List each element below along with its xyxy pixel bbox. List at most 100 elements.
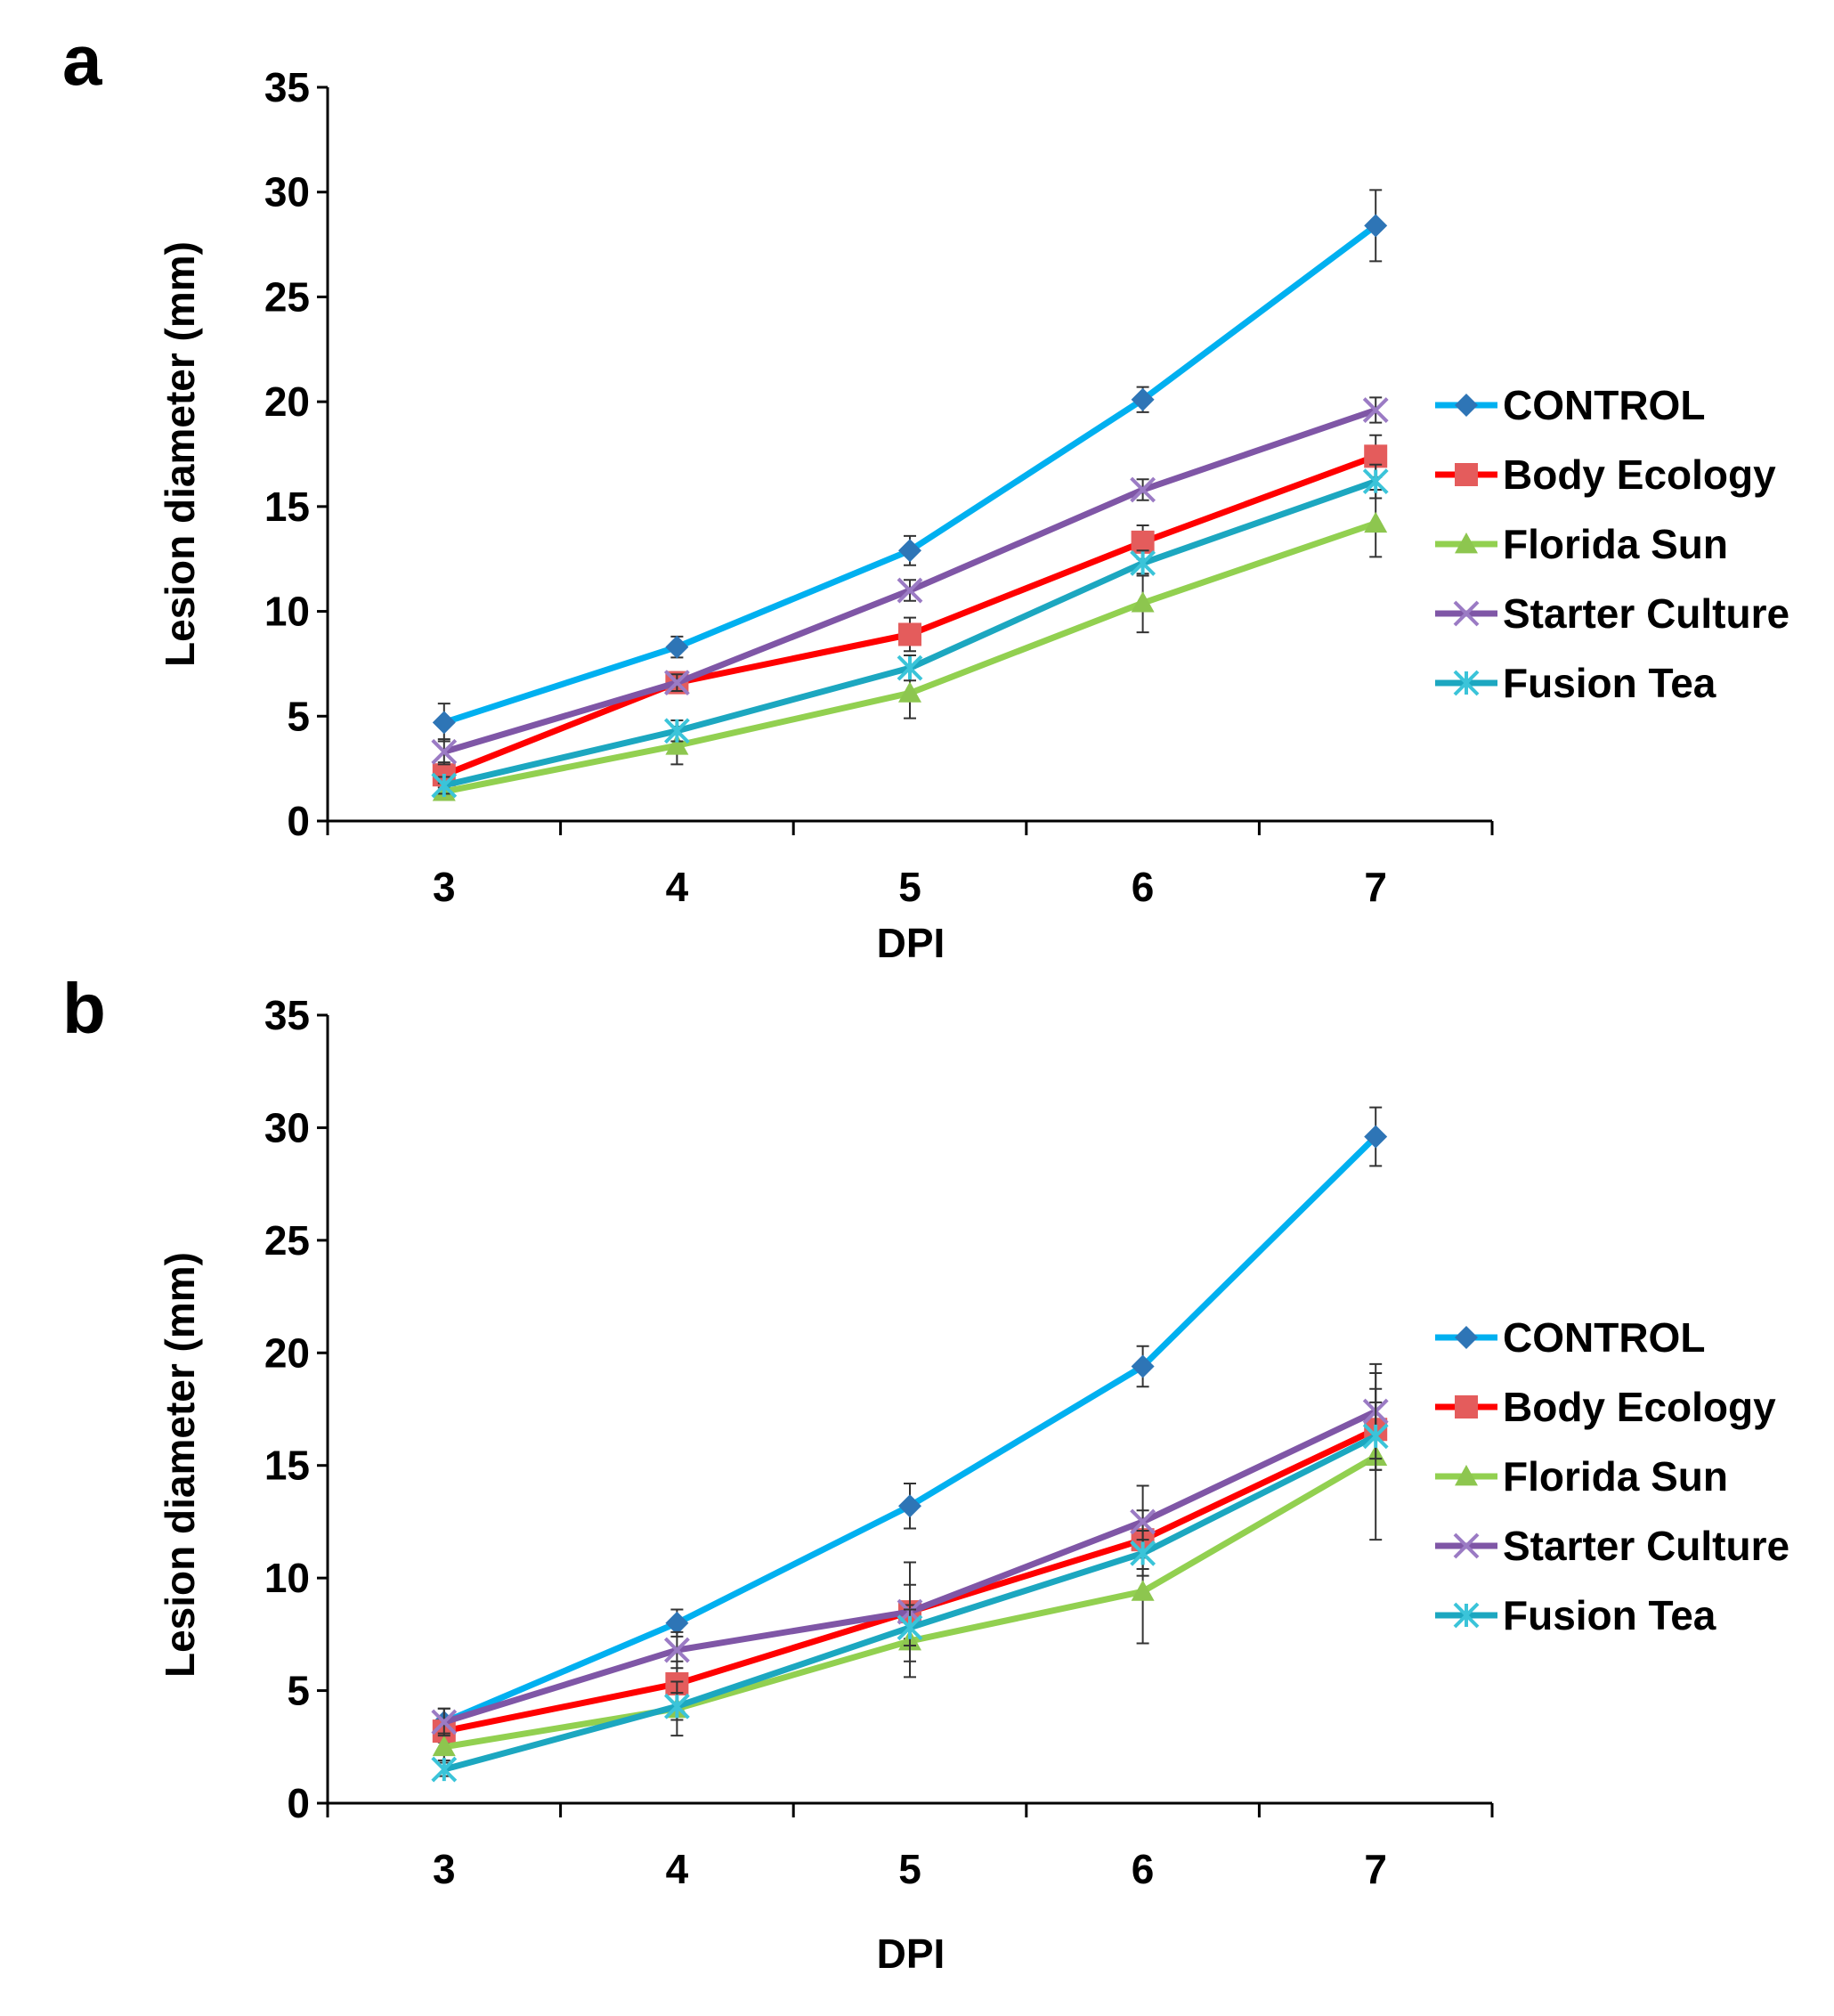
y-tick-label: 20	[264, 1329, 310, 1376]
legend-label: Florida Sun	[1503, 1453, 1728, 1500]
y-tick-label: 35	[264, 64, 310, 110]
data-point	[665, 1611, 689, 1635]
data-point	[1362, 397, 1389, 423]
y-tick-label: 25	[264, 273, 310, 320]
data-point	[1131, 591, 1155, 613]
y-tick-label: 15	[264, 1443, 310, 1489]
y-tick-label: 20	[264, 378, 310, 425]
y-tick-label: 30	[264, 169, 310, 215]
series-fusion-tea	[431, 1401, 1389, 1783]
legend-label: CONTROL	[1503, 382, 1705, 428]
legend-swatch-marker	[1455, 394, 1478, 417]
y-tick-label: 0	[287, 1780, 310, 1826]
series-starter-culture	[431, 396, 1389, 766]
legend-swatch-marker	[1455, 1465, 1478, 1486]
plot-area: 0 5 10 15 20 25 30 35 3 4 5 6 7 CONTROL Body Ecology Fl…	[264, 64, 1789, 910]
legend-label: Body Ecology	[1503, 1384, 1776, 1430]
data-point	[1364, 214, 1388, 238]
x-tick-label: 4	[666, 864, 689, 910]
data-point	[663, 670, 690, 696]
data-point	[1130, 1540, 1156, 1566]
data-point	[663, 718, 690, 744]
plot-area: 0 5 10 15 20 25 30 35 3 4 5 6 7 CONTROL Body Ecology Fl…	[264, 992, 1789, 1892]
data-point	[665, 635, 689, 659]
data-point	[897, 1614, 923, 1641]
data-point	[1130, 1508, 1156, 1535]
legend-swatch-marker	[1453, 1602, 1480, 1629]
data-point	[1364, 1125, 1388, 1149]
legend-label: Starter Culture	[1503, 590, 1789, 637]
data-point	[898, 1494, 921, 1518]
y-tick-label: 35	[264, 992, 310, 1038]
data-point	[1362, 468, 1389, 495]
data-point	[432, 711, 456, 735]
y-axis-title: Lesion diameter (mm)	[157, 241, 203, 667]
x-tick-label: 3	[433, 1846, 456, 1892]
y-tick-label: 0	[287, 798, 310, 844]
x-tick-label: 5	[898, 864, 921, 910]
legend-label: Florida Sun	[1503, 521, 1728, 567]
legend-swatch-marker	[1455, 532, 1478, 554]
legend-label: Fusion Tea	[1503, 1592, 1716, 1638]
data-point	[898, 622, 921, 646]
line-chart-a: a Lesion diameter (mm) DPI 0 5 10 15 20 25 30 3…	[62, 20, 1789, 966]
panel-label: b	[62, 980, 106, 1048]
data-point	[665, 734, 689, 755]
data-point	[897, 577, 923, 604]
legend-swatch-marker	[1455, 1395, 1478, 1419]
x-axis-title: DPI	[877, 1931, 945, 1977]
legend-label: CONTROL	[1503, 1314, 1705, 1361]
y-tick-label: 10	[264, 1555, 310, 1601]
legend-label: Starter Culture	[1503, 1523, 1789, 1569]
data-point	[1131, 1580, 1155, 1601]
data-point	[663, 1693, 690, 1719]
legend: CONTROL Body Ecology Florida Sun Starter Cu…	[1435, 382, 1789, 706]
legend-swatch-marker	[1453, 600, 1480, 627]
data-point	[432, 1735, 456, 1757]
legend: CONTROL Body Ecology Florida Sun Starter Cu…	[1435, 1314, 1789, 1638]
legend-swatch-marker	[1453, 1532, 1480, 1559]
x-axis-title: DPI	[877, 920, 945, 966]
data-point	[1131, 1354, 1155, 1378]
series-body-ecology	[432, 434, 1388, 789]
data-point	[1131, 387, 1155, 411]
y-tick-label: 25	[264, 1217, 310, 1264]
data-point	[898, 681, 921, 703]
data-point	[1130, 550, 1156, 576]
legend-swatch-marker	[1453, 670, 1480, 696]
y-tick-label: 10	[264, 589, 310, 635]
x-tick-label: 6	[1132, 1846, 1155, 1892]
x-tick-label: 5	[898, 1846, 921, 1892]
y-axis-title: Lesion diameter (mm)	[157, 1252, 203, 1678]
x-tick-label: 7	[1364, 1846, 1387, 1892]
data-point	[897, 654, 923, 681]
series-line	[442, 453, 1377, 778]
x-tick-label: 6	[1132, 864, 1155, 910]
chart-panel-b: b Lesion diameter (mm) DPI 0 5 10 15 20 25 30 3…	[0, 980, 1834, 2016]
data-point	[1364, 511, 1388, 533]
series-starter-culture	[431, 1362, 1389, 1737]
x-tick-label: 7	[1364, 864, 1387, 910]
data-point	[431, 772, 458, 799]
series-control	[432, 189, 1388, 743]
data-point	[1362, 1423, 1389, 1450]
y-tick-label: 15	[264, 484, 310, 530]
y-tick-label: 5	[287, 1668, 310, 1714]
data-point	[1130, 476, 1156, 503]
legend-label: Body Ecology	[1503, 451, 1776, 498]
data-point	[663, 1637, 690, 1663]
x-tick-label: 4	[666, 1846, 689, 1892]
y-tick-label: 5	[287, 693, 310, 739]
y-tick-label: 30	[264, 1104, 310, 1150]
series-fusion-tea	[431, 463, 1389, 799]
chart-panel-a: a Lesion diameter (mm) DPI 0 5 10 15 20 25 30 3…	[0, 0, 1834, 980]
data-point	[431, 1709, 458, 1736]
legend-label: Fusion Tea	[1503, 660, 1716, 706]
legend-swatch-marker	[1455, 1326, 1478, 1349]
data-point	[898, 539, 921, 563]
line-chart-b: b Lesion diameter (mm) DPI 0 5 10 15 20 25 30 3…	[62, 980, 1789, 1977]
legend-swatch-marker	[1455, 463, 1478, 486]
x-tick-label: 3	[433, 864, 456, 910]
data-point	[431, 738, 458, 765]
panel-label: a	[62, 20, 102, 100]
